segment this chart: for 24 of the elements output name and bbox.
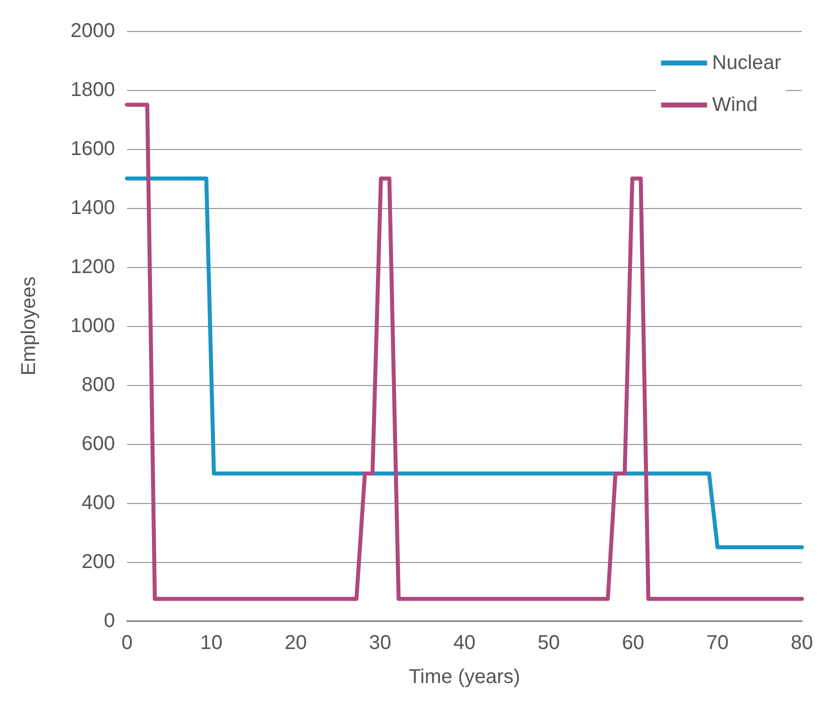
x-axis-title: Time (years) — [408, 666, 520, 688]
x-tick-label: 30 — [368, 632, 392, 654]
y-tick-label: 800 — [82, 374, 115, 396]
y-tick-label: 1400 — [70, 197, 115, 219]
legend-label: Nuclear — [712, 52, 782, 74]
x-tick-label: 80 — [790, 632, 813, 654]
x-tick-label: 40 — [453, 632, 476, 654]
y-tick-label: 0 — [104, 610, 115, 632]
x-tick-label: 60 — [622, 632, 644, 654]
x-tick-label: 10 — [200, 632, 222, 654]
y-tick-label: 1600 — [70, 138, 115, 160]
x-tick-label: 0 — [121, 632, 133, 654]
y-tick-label: 400 — [82, 492, 115, 514]
y-tick-label: 1000 — [70, 315, 115, 337]
y-tick-label: 600 — [82, 433, 115, 455]
legend-label: Wind — [712, 94, 758, 116]
y-tick-label: 1800 — [70, 79, 115, 101]
x-tick-label: 70 — [706, 632, 729, 654]
y-axis-title: Employees — [18, 276, 40, 376]
y-tick-label: 200 — [82, 551, 115, 573]
y-tick-label: 2000 — [70, 20, 115, 42]
x-tick-label: 50 — [538, 632, 560, 654]
x-tick-label: 20 — [284, 632, 307, 654]
y-tick-label: 1200 — [70, 256, 115, 278]
